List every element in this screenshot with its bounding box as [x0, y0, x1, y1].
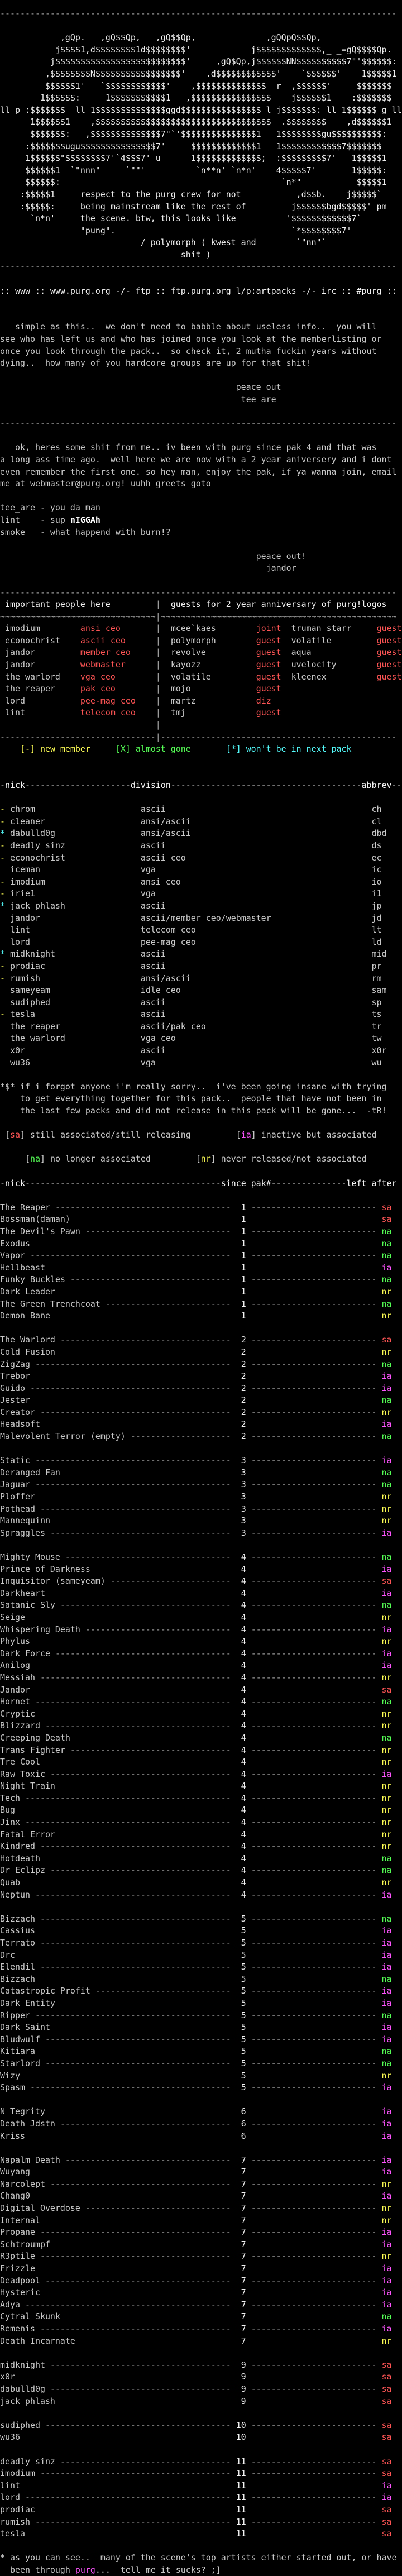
- intro-divider: ----------------------------------------…: [0, 418, 397, 429]
- intro-paragraph: simple as this.. we don't need to babble…: [0, 322, 382, 369]
- pack-note: *$* if i forgot anyone i'm really sorry.…: [0, 1081, 387, 1116]
- top-divider: ----------------------------------------…: [0, 8, 397, 18]
- closing-note: * as you can see.. many of the scene's t…: [0, 2553, 397, 2575]
- association-legend-line2: [na] no longer associated [nr] never rel…: [25, 1154, 367, 1164]
- greets-list: tee_are - you da man lint - sup nIGGAh s…: [0, 503, 171, 537]
- people-guests-table: ----------------------------------------…: [0, 587, 402, 742]
- logo-credit: / polymorph ( kwest and `"nn"` shit ): [140, 237, 327, 260]
- member-list: -nick---------------------division------…: [0, 780, 402, 1068]
- member-status-legend: [-] new member [X] almost gone [*] won't…: [20, 744, 352, 754]
- history-table: -nick-----------------------------------…: [0, 1178, 397, 2539]
- links-line: :: www :: www.purg.org -/- ftp :: ftp.pu…: [0, 285, 397, 296]
- nfo-document: ----------------------------------------…: [0, 8, 402, 2576]
- jandor-signoff: peace out! jandor: [256, 551, 307, 573]
- jandor-paragraph: ok, heres some shit from me.. iv been wi…: [0, 442, 397, 489]
- association-legend-line1: [sa] still associated/still releasing [i…: [5, 1130, 377, 1140]
- logo-divider: ----------------------------------------…: [0, 261, 397, 272]
- purg-ascii-logo: ,gQp. ,gQ$$Qp, ,gQ$$Qp, ,gQQpQ$$Qp, j$$$…: [0, 32, 402, 236]
- intro-signoff: peace out tee_are: [236, 382, 281, 404]
